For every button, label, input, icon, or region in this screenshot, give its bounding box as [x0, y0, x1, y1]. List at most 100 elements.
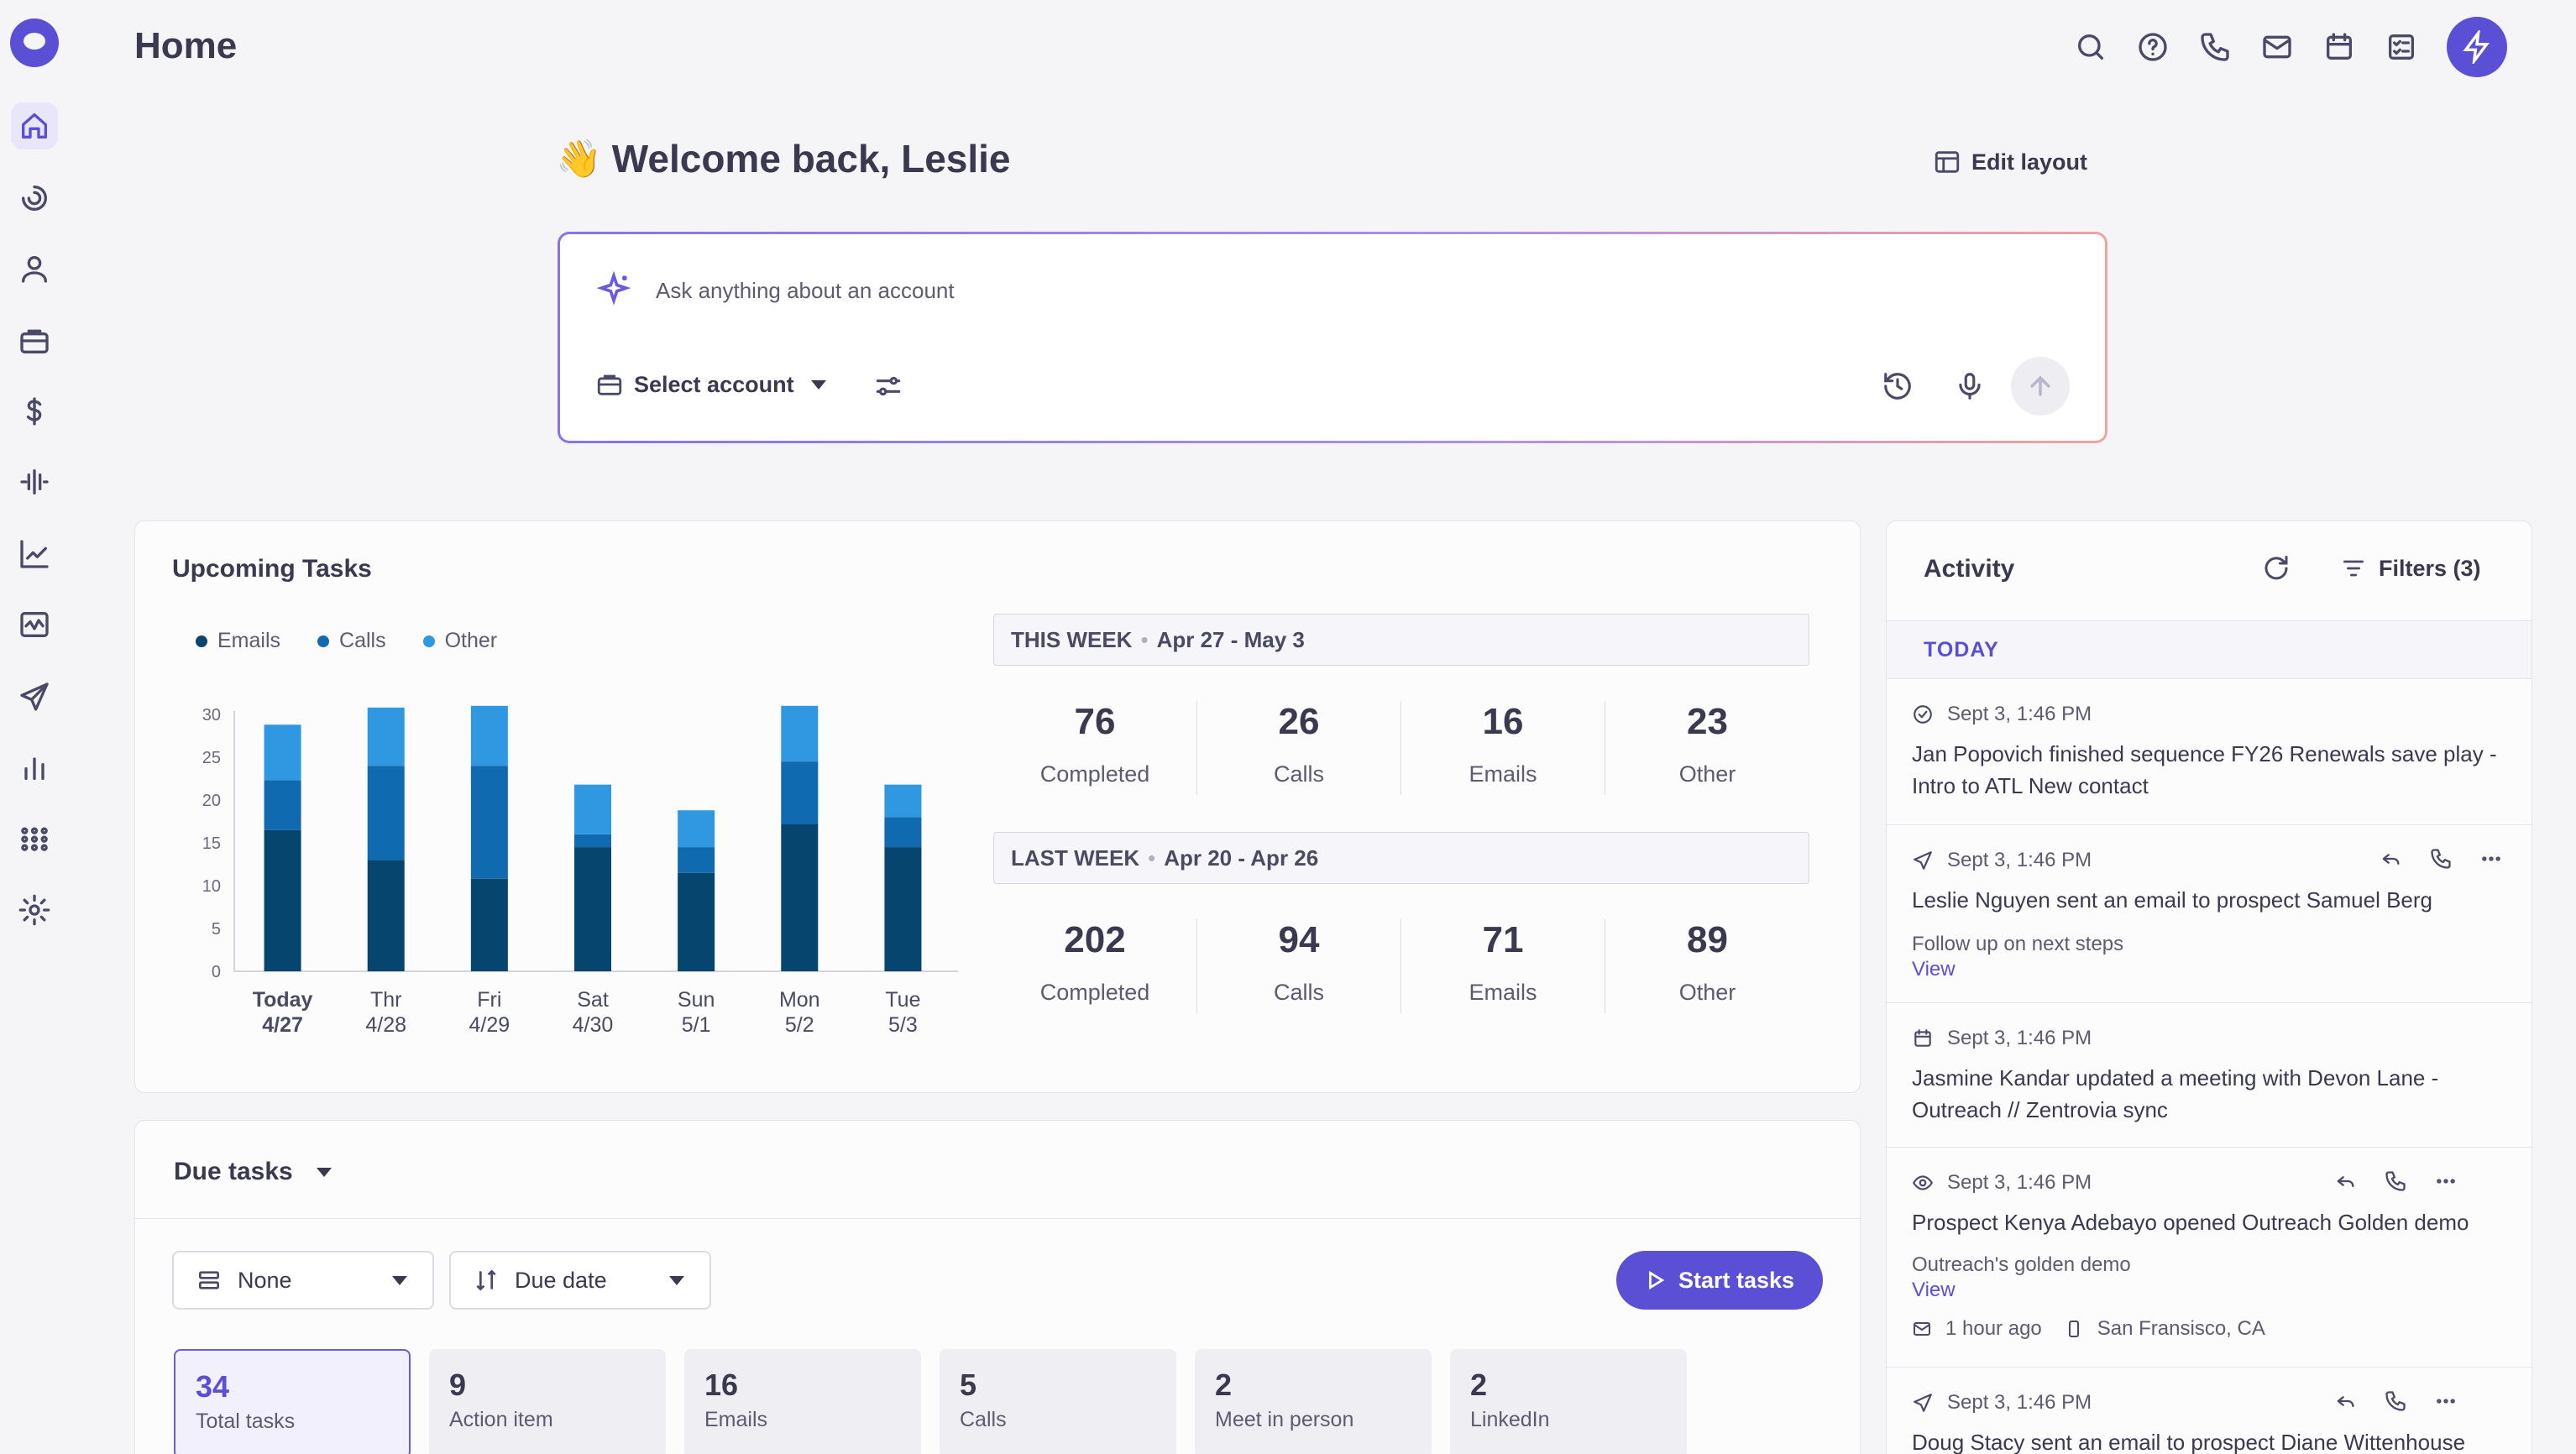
dollar-icon[interactable]: [11, 388, 58, 435]
more-icon[interactable]: [2434, 1169, 2458, 1193]
legend-emails: Emails: [196, 629, 280, 653]
count-meet-in-person[interactable]: 2 Meet in person: [1195, 1349, 1432, 1454]
refresh-icon[interactable]: [2261, 553, 2291, 588]
activity-text: Prospect Kenya Adebayo opened Outreach G…: [1912, 1210, 2469, 1235]
check-circle-icon: [1914, 705, 1932, 724]
device-icon: [2068, 1321, 2079, 1337]
waveform-icon[interactable]: [11, 458, 58, 505]
select-account-label: Select account: [634, 371, 794, 397]
mail-icon: [1914, 1322, 1930, 1336]
bar-other: [678, 810, 715, 848]
history-icon[interactable]: [1882, 370, 1914, 406]
x-tick-label-day: Thr: [370, 988, 402, 1012]
group-by-select[interactable]: None: [172, 1251, 434, 1310]
due-tasks-toggle[interactable]: Due tasks: [174, 1158, 332, 1186]
x-tick-label-date: 4/28: [365, 1013, 406, 1037]
group-by-value: None: [238, 1267, 292, 1293]
x-tick-label-date: 4/30: [573, 1013, 614, 1037]
activity-item[interactable]: Sept 3, 1:46 PM Prospect Kenya Adebayo o…: [1887, 1148, 2531, 1368]
activity-item[interactable]: Sept 3, 1:46 PM Jan Popovich finished se…: [1887, 679, 2531, 825]
phone-icon[interactable]: [2384, 1169, 2407, 1193]
chevron-down-icon: [669, 1275, 684, 1285]
stat-calls: 26 Calls: [1197, 701, 1401, 795]
x-tick-label-date: 4/29: [469, 1013, 510, 1037]
edit-layout-button[interactable]: Edit layout: [1933, 148, 2087, 176]
bar-calls: [367, 766, 405, 860]
send-icon: [1914, 851, 1932, 870]
app-logo[interactable]: [10, 18, 59, 67]
bar-emails: [781, 824, 819, 971]
tasks-icon[interactable]: [2385, 30, 2418, 64]
stat-emails: 16 Emails: [1401, 701, 1605, 795]
chart-legend: Emails Calls Other: [196, 629, 497, 653]
last-week-header: LAST WEEK • Apr 20 - Apr 26: [993, 832, 1809, 884]
sliders-icon[interactable]: [872, 370, 904, 406]
y-tick-label: 30: [202, 706, 221, 724]
filters-button[interactable]: Filters (3): [2340, 555, 2481, 582]
select-account-dropdown[interactable]: Select account: [595, 370, 826, 399]
arrow-up-icon: [2030, 375, 2050, 396]
help-icon[interactable]: [2136, 30, 2170, 64]
activity-meta-location: San Fransisco, CA: [2097, 1317, 2265, 1340]
bar-other: [264, 724, 301, 781]
search-icon[interactable]: [2074, 30, 2107, 64]
x-tick-label-date: 5/3: [888, 1013, 918, 1037]
mail-icon[interactable]: [2260, 30, 2294, 64]
stat-emails: 71 Emails: [1401, 919, 1605, 1013]
more-icon[interactable]: [2479, 847, 2503, 871]
x-tick-label-date: 4/27: [262, 1013, 303, 1037]
calendar-icon: [1914, 1029, 1931, 1047]
activity-text: Leslie Nguyen sent an email to prospect …: [1912, 887, 2433, 913]
send-arrow-button[interactable]: [2011, 357, 2070, 416]
phone-icon[interactable]: [2384, 1389, 2407, 1413]
x-tick-label-day: Today: [253, 988, 313, 1012]
ask-input[interactable]: Ask anything about an account: [656, 278, 955, 303]
start-tasks-button[interactable]: Start tasks: [1616, 1251, 1823, 1310]
count-linkedin[interactable]: 2 LinkedIn: [1450, 1349, 1687, 1454]
calendar-icon[interactable]: [2322, 30, 2356, 64]
phone-icon[interactable]: [2198, 30, 2232, 64]
view-link[interactable]: View: [1912, 958, 1956, 981]
apps-grid-icon[interactable]: [11, 814, 58, 861]
bar-calls: [574, 834, 611, 848]
activity-time: Sept 3, 1:46 PM: [1947, 1391, 2092, 1414]
ask-ai-box: Ask anything about an account Select acc…: [558, 232, 2107, 443]
activity-item[interactable]: Sept 3, 1:46 PM Jasmine Kandar updated a…: [1887, 1003, 2531, 1148]
microphone-icon[interactable]: [1954, 370, 1986, 406]
y-tick-label: 15: [202, 834, 221, 853]
send-icon[interactable]: [11, 673, 58, 720]
phone-icon[interactable]: [2429, 847, 2453, 871]
bar-calls: [470, 766, 508, 879]
trend-chart-icon[interactable]: [11, 531, 58, 578]
sort-by-value: Due date: [515, 1267, 607, 1293]
bolt-icon[interactable]: [2447, 17, 2507, 77]
count-total-tasks[interactable]: 34 Total tasks: [174, 1349, 411, 1454]
gear-icon[interactable]: [11, 887, 58, 934]
y-tick-label: 5: [212, 920, 221, 939]
more-icon[interactable]: [2434, 1389, 2458, 1413]
count-calls[interactable]: 5 Calls: [940, 1349, 1176, 1454]
bar-calls: [781, 761, 819, 824]
page-title: Home: [134, 25, 238, 66]
refresh-arc-icon[interactable]: [11, 175, 58, 222]
reply-icon[interactable]: [2333, 1389, 2357, 1413]
count-emails[interactable]: 16 Emails: [684, 1349, 921, 1454]
person-icon[interactable]: [11, 245, 58, 292]
sort-by-select[interactable]: Due date: [449, 1251, 711, 1310]
briefcase-icon: [597, 374, 622, 395]
view-link[interactable]: View: [1912, 1279, 1956, 1301]
bar-chart-icon[interactable]: [11, 744, 58, 791]
reply-icon[interactable]: [2333, 1169, 2357, 1193]
home-icon[interactable]: [11, 102, 58, 149]
activity-item[interactable]: Sept 3, 1:46 PM Doug Stacy sent an email…: [1887, 1368, 2531, 1454]
send-icon: [1914, 1394, 1932, 1412]
reply-icon[interactable]: [2379, 847, 2402, 871]
activity-item[interactable]: Sept 3, 1:46 PM Leslie Nguyen sent an em…: [1887, 825, 2531, 1003]
activity-chart-icon[interactable]: [11, 601, 58, 648]
bar-other: [470, 705, 508, 766]
briefcase-icon[interactable]: [11, 317, 58, 364]
bar-emails: [574, 847, 611, 971]
count-action-item[interactable]: 9 Action item: [429, 1349, 666, 1454]
bar-calls: [264, 780, 301, 830]
bar-calls: [678, 847, 715, 873]
